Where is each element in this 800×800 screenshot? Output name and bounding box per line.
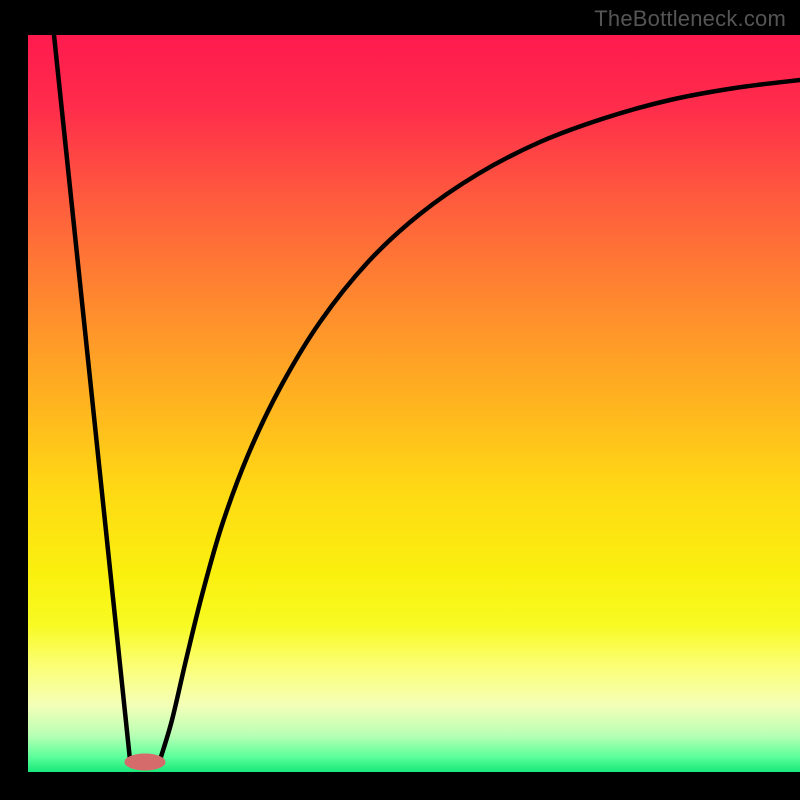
watermark-text: TheBottleneck.com <box>594 6 786 32</box>
plot-area <box>28 35 800 772</box>
chart-svg <box>0 0 800 800</box>
bottleneck-chart: TheBottleneck.com <box>0 0 800 800</box>
optimal-point-marker <box>125 754 165 770</box>
